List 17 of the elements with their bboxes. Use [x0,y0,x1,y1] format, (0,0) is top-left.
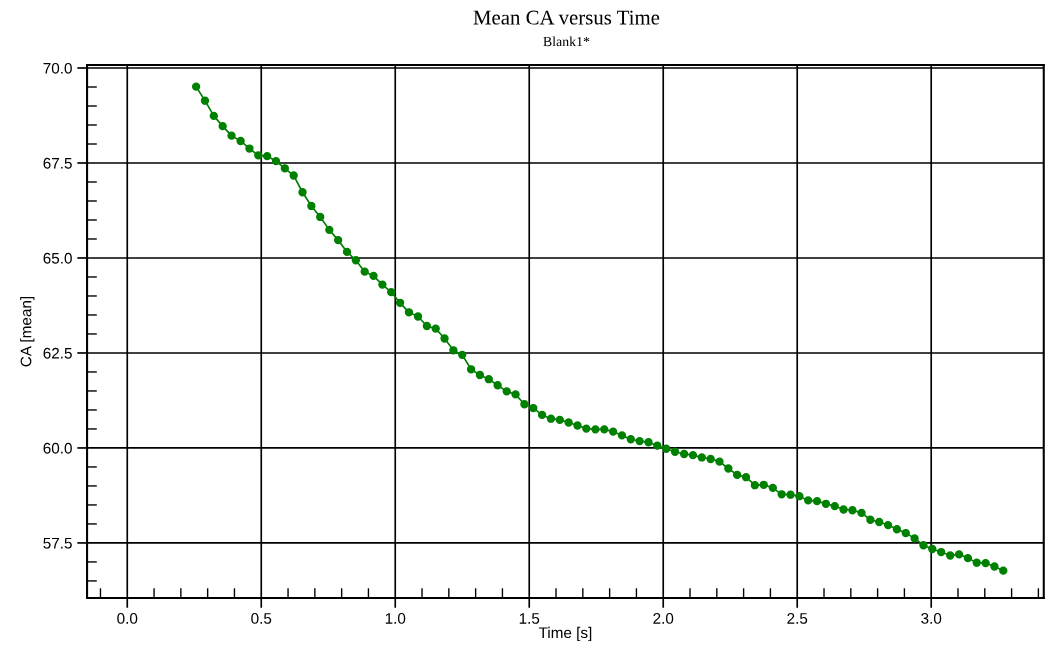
x-tick-label: 2.5 [787,613,808,624]
y-tick-label: 67.5 [43,157,72,169]
x-tick-label: 0.5 [251,613,272,624]
y-tick-label: 60.0 [43,442,72,454]
chart-subtitle: Blank1* [543,36,590,47]
x-tick-label: 0.0 [117,613,138,624]
y-tick-label: 57.5 [43,537,72,549]
x-tick-label: 1.0 [385,613,406,624]
y-tick-label: 65.0 [43,252,72,264]
y-tick-label: 62.5 [43,347,72,359]
x-tick-label: 2.0 [653,613,674,624]
chart-title: Mean CA versus Time [473,10,660,25]
x-tick-label: 3.0 [921,613,942,624]
y-tick-label: 70.0 [43,62,72,74]
y-axis-title: CA [mean] [20,296,35,367]
x-axis-title: Time [s] [538,626,592,642]
x-tick-label: 1.5 [519,613,540,624]
